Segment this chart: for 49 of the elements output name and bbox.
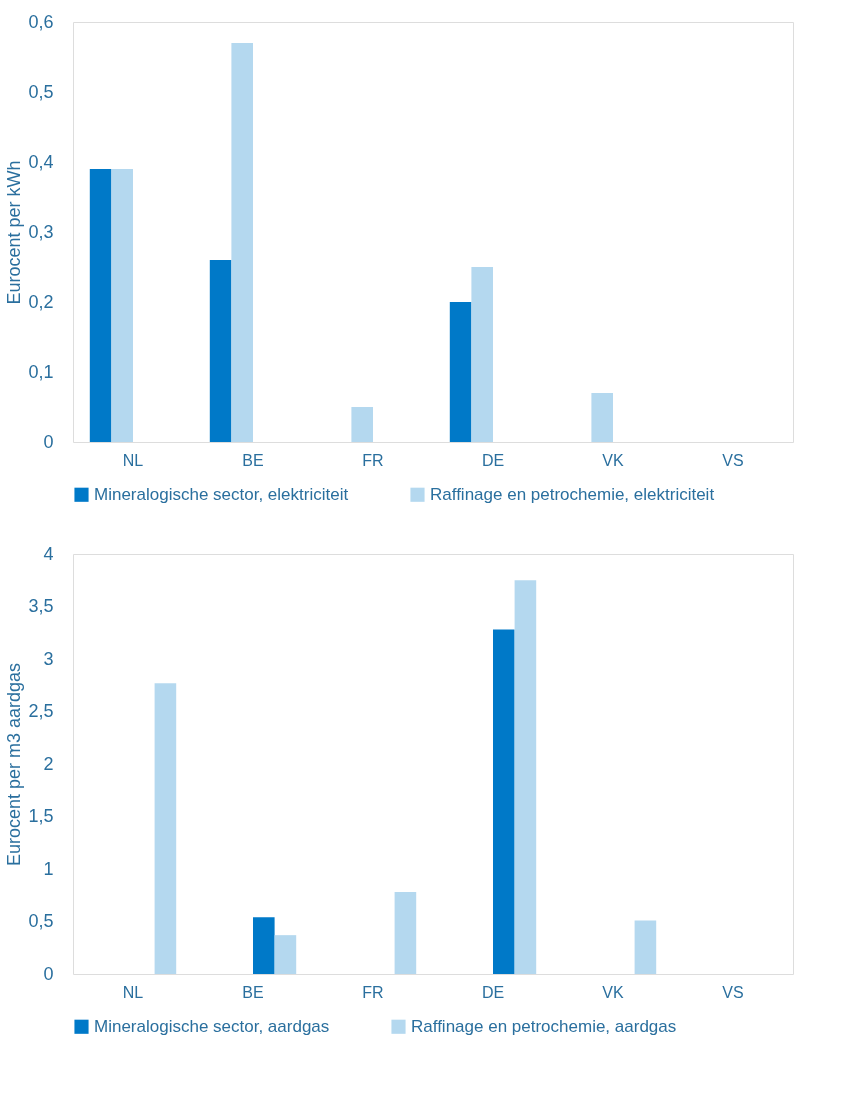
y-tick-label: 3 (43, 648, 54, 669)
y-tick-label: 2 (43, 753, 54, 774)
bar (591, 393, 613, 442)
x-tick-label: VS (722, 983, 744, 1001)
bar (514, 580, 537, 974)
bar (253, 917, 275, 974)
bar (449, 302, 472, 442)
x-tick-label: VK (602, 983, 624, 1001)
y-tick-label: 1,5 (28, 806, 54, 826)
bar (154, 683, 177, 974)
y-tick-label: 0,1 (28, 361, 54, 382)
bar (89, 169, 112, 442)
y-tick-label: 0,5 (28, 81, 54, 102)
x-tick-label: VS (722, 451, 744, 469)
bar (394, 892, 417, 974)
x-tick-label: NL (122, 451, 144, 469)
bar (111, 169, 133, 442)
y-tick-label: 0 (43, 431, 54, 452)
x-tick-label: BE (242, 451, 264, 469)
legend-label: Mineralogische sector, elektriciteit (94, 484, 349, 504)
legend-label: Mineralogische sector, aardgas (94, 1016, 330, 1036)
legend-label: Raffinage en petrochemie, elektriciteit (430, 484, 715, 504)
bar (231, 43, 253, 442)
y-tick-label: 0 (43, 963, 54, 984)
y-tick-label: 1 (43, 858, 54, 879)
x-tick-label: DE (481, 451, 505, 469)
y-tick-label: 2,5 (28, 701, 54, 721)
bar (471, 267, 493, 442)
bar (351, 407, 373, 442)
x-tick-label: FR (362, 983, 384, 1001)
x-tick-label: FR (362, 451, 384, 469)
y-axis-title: Eurocent per m3 aardgas (4, 662, 25, 867)
y-tick-label: 4 (43, 543, 54, 564)
y-tick-label: 0,3 (28, 221, 54, 242)
y-axis-title: Eurocent per kWh (4, 160, 25, 305)
y-tick-label: 3,5 (28, 596, 54, 616)
bar (634, 920, 657, 974)
bar (209, 260, 232, 442)
y-tick-label: 0,4 (28, 151, 54, 172)
bar (493, 629, 515, 974)
x-tick-label: BE (242, 983, 264, 1001)
legend-label: Raffinage en petrochemie, aardgas (411, 1016, 677, 1036)
y-tick-label: 0,6 (28, 11, 54, 32)
x-tick-label: VK (602, 451, 624, 469)
y-tick-label: 0,2 (28, 291, 54, 312)
x-tick-label: NL (122, 983, 144, 1001)
y-tick-label: 0,5 (28, 911, 54, 931)
bar (274, 935, 297, 974)
x-tick-label: DE (481, 983, 505, 1001)
